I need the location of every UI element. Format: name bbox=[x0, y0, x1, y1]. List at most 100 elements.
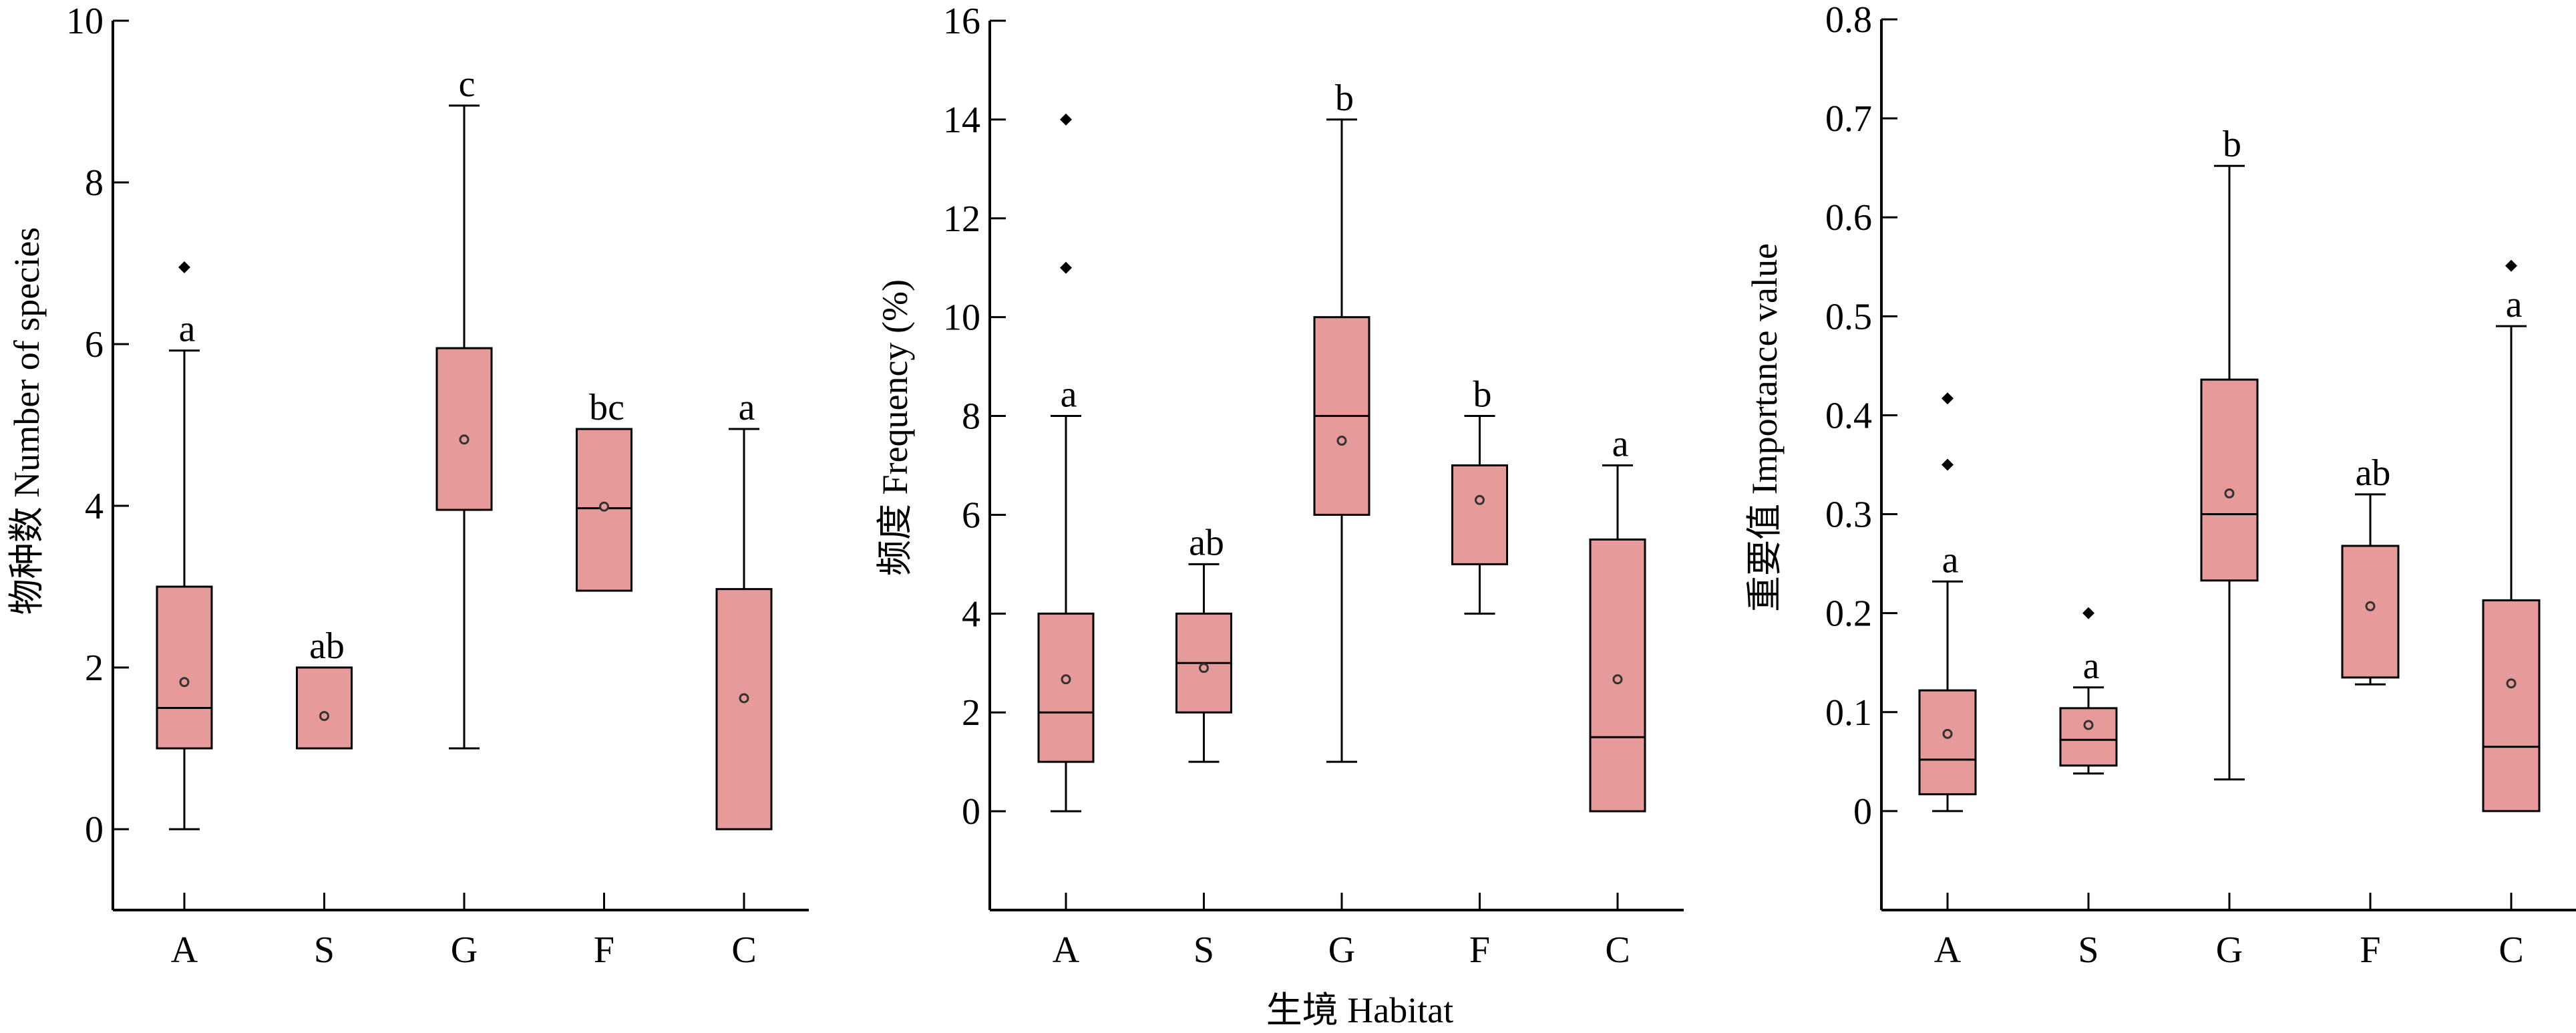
box-C: a bbox=[1589, 424, 1646, 813]
y-tick-label: 8 bbox=[85, 162, 104, 204]
significance-letter: b bbox=[2223, 124, 2241, 165]
outlier-point bbox=[2082, 607, 2094, 619]
y-tick-label: 0.3 bbox=[1825, 494, 1872, 536]
outlier-point bbox=[1942, 458, 1954, 471]
significance-letter: ab bbox=[2356, 452, 2391, 494]
significance-letter: a bbox=[1612, 424, 1629, 465]
outlier-point bbox=[178, 261, 190, 274]
y-tick-label: 4 bbox=[85, 486, 104, 527]
box-F: ab bbox=[2341, 452, 2400, 686]
x-tick-label: A bbox=[1934, 929, 1962, 971]
iqr-box bbox=[1451, 464, 1508, 565]
outlier-point bbox=[1060, 261, 1072, 274]
iqr-box bbox=[1918, 689, 1977, 796]
x-tick-label: S bbox=[1193, 929, 1214, 971]
significance-letter: a bbox=[2506, 284, 2523, 325]
box-A: a bbox=[156, 261, 213, 831]
mean-marker bbox=[599, 501, 609, 512]
significance-letter: c bbox=[459, 63, 476, 105]
y-tick-label: 16 bbox=[943, 1, 980, 42]
box-S: ab bbox=[296, 625, 353, 750]
box-G: b bbox=[1313, 78, 1370, 763]
box-A: a bbox=[1918, 392, 1977, 813]
panel-3: 0 0.1 0.2 0.3 0.4 0.5 0.6 0.7 0.8 重要值 Importance … bbox=[1744, 0, 2576, 971]
y-tick-label: 2 bbox=[962, 692, 980, 734]
y-axis-title: 频度 Frequency (%) bbox=[875, 279, 915, 576]
iqr-box bbox=[2059, 707, 2118, 767]
significance-letter: a bbox=[739, 387, 755, 428]
y-tick-label: 0.6 bbox=[1825, 197, 1872, 239]
x-tick-label: C bbox=[731, 929, 756, 971]
mean-marker bbox=[2506, 678, 2517, 689]
x-tick-label: G bbox=[2216, 929, 2243, 971]
significance-letter: a bbox=[1942, 539, 1959, 581]
y-tick-label: 0 bbox=[962, 791, 980, 833]
x-tick-label: A bbox=[171, 929, 198, 971]
y-tick-label: 10 bbox=[66, 1, 104, 42]
significance-letter: ab bbox=[309, 625, 345, 667]
x-tick-label: F bbox=[594, 929, 614, 971]
panel-1: 0 2 4 6 8 10 物种数 Number of species A S G F Ca ab c bc a bbox=[7, 1, 809, 971]
y-tick-label: 0.7 bbox=[1825, 98, 1872, 140]
box-S: a bbox=[2059, 607, 2118, 775]
y-tick-label: 2 bbox=[85, 647, 104, 689]
x-axis-title: 生境 Habitat bbox=[1266, 990, 1453, 1030]
y-tick-label: 0 bbox=[1853, 791, 1872, 833]
y-tick-label: 0.5 bbox=[1825, 296, 1872, 337]
y-axis-title: 物种数 Number of species bbox=[7, 227, 47, 615]
iqr-box bbox=[1037, 612, 1095, 763]
x-tick-label: S bbox=[2078, 929, 2098, 971]
x-tick-label: G bbox=[1328, 929, 1355, 971]
iqr-box bbox=[715, 588, 773, 831]
mean-marker bbox=[2224, 488, 2235, 498]
iqr-box bbox=[435, 347, 493, 511]
mean-marker bbox=[1061, 674, 1071, 685]
y-tick-label: 6 bbox=[85, 324, 104, 365]
significance-letter: a bbox=[2083, 645, 2100, 687]
y-tick-label: 0.1 bbox=[1825, 692, 1872, 734]
box-F: bc bbox=[576, 387, 632, 592]
box-C: a bbox=[2482, 259, 2541, 813]
outlier-point bbox=[2505, 259, 2517, 272]
y-tick-label: 0.8 bbox=[1825, 0, 1872, 41]
x-tick-label: S bbox=[314, 929, 335, 971]
y-tick-label: 0.4 bbox=[1825, 395, 1872, 436]
x-tick-label: F bbox=[1469, 929, 1490, 971]
y-tick-label: 8 bbox=[962, 396, 980, 438]
x-tick-label: C bbox=[2499, 929, 2523, 971]
box-G: c bbox=[435, 63, 493, 750]
y-tick-label: 0.2 bbox=[1825, 593, 1872, 635]
mean-marker bbox=[2083, 720, 2094, 730]
mean-marker bbox=[2365, 601, 2376, 611]
box-A: a bbox=[1037, 113, 1095, 813]
mean-marker bbox=[319, 711, 329, 722]
y-tick-label: 12 bbox=[943, 198, 980, 240]
iqr-box bbox=[296, 666, 353, 750]
y-tick-label: 10 bbox=[943, 297, 980, 339]
significance-letter: a bbox=[1061, 374, 1077, 416]
box-F: b bbox=[1451, 374, 1508, 615]
x-tick-label: G bbox=[451, 929, 478, 971]
y-tick-label: 4 bbox=[962, 593, 980, 635]
y-tick-label: 14 bbox=[943, 100, 980, 141]
significance-letter: ab bbox=[1189, 522, 1224, 563]
box-C: a bbox=[715, 387, 773, 831]
iqr-box bbox=[2482, 599, 2541, 813]
mean-marker bbox=[459, 434, 470, 445]
iqr-box bbox=[156, 585, 213, 750]
mean-marker bbox=[179, 677, 190, 688]
y-tick-label: 0 bbox=[85, 809, 104, 851]
x-tick-label: F bbox=[2360, 929, 2380, 971]
mean-marker bbox=[1336, 436, 1347, 446]
significance-letter: b bbox=[1473, 374, 1492, 416]
mean-marker bbox=[1942, 728, 1953, 739]
iqr-box bbox=[2200, 378, 2259, 582]
significance-letter: b bbox=[1335, 78, 1354, 119]
mean-marker bbox=[1612, 674, 1623, 685]
outlier-point bbox=[1942, 392, 1954, 405]
y-tick-label: 6 bbox=[962, 494, 980, 536]
x-tick-label: C bbox=[1605, 929, 1630, 971]
mean-marker bbox=[1475, 494, 1485, 505]
outlier-point bbox=[1060, 113, 1072, 126]
